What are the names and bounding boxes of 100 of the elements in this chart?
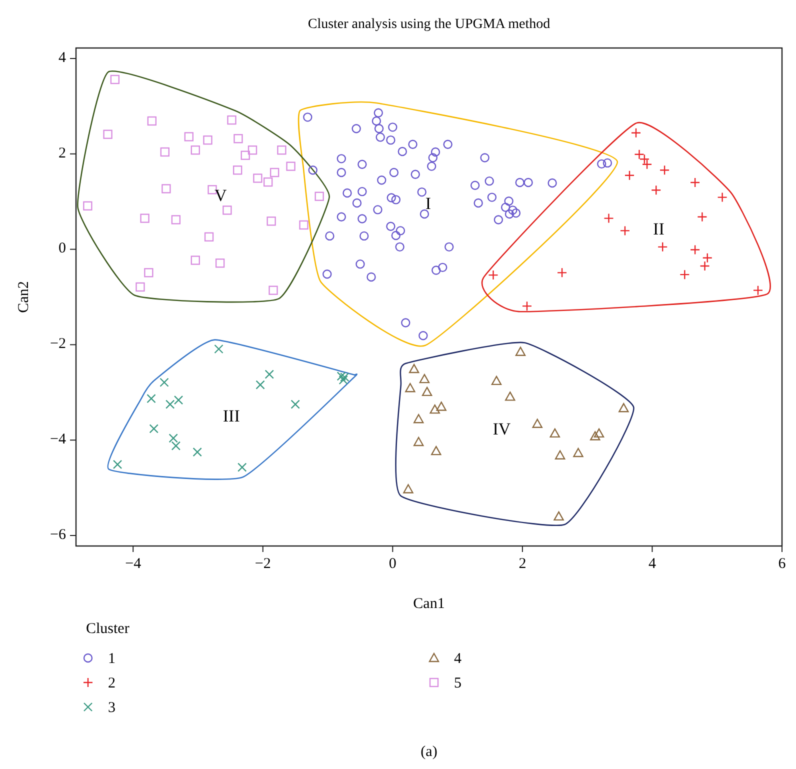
point (405, 383, 416, 392)
point (573, 448, 584, 458)
point (436, 402, 446, 411)
point (414, 436, 424, 446)
point (147, 116, 157, 126)
point (184, 132, 194, 142)
point (690, 177, 700, 188)
x-axis-title: Can1 (413, 596, 445, 612)
point (214, 344, 224, 354)
point (238, 462, 247, 472)
point (268, 286, 278, 295)
annotation: V (214, 186, 228, 205)
point (532, 418, 542, 428)
point (240, 150, 250, 160)
point (658, 242, 668, 252)
point (162, 184, 171, 194)
point (697, 212, 708, 222)
point (103, 130, 112, 139)
point (340, 372, 350, 382)
point (190, 256, 200, 265)
y-tick-label: −2 (50, 336, 66, 352)
x-tick-label: 6 (778, 556, 786, 572)
point (594, 428, 604, 438)
point (149, 424, 158, 434)
point (174, 395, 184, 405)
point (248, 145, 258, 155)
point (752, 285, 764, 296)
point (419, 374, 430, 384)
point (604, 213, 614, 224)
point (160, 147, 170, 157)
point (286, 162, 296, 171)
point (431, 446, 442, 456)
point (171, 215, 181, 224)
legend-label: 4 (454, 651, 462, 667)
point (83, 201, 92, 210)
point (624, 170, 635, 180)
point (146, 394, 156, 404)
point (256, 380, 265, 390)
y-tick-label: 0 (58, 240, 66, 257)
point (717, 192, 728, 202)
point (192, 447, 202, 457)
point (222, 206, 232, 215)
point (702, 252, 712, 263)
point (264, 370, 274, 379)
point (700, 260, 710, 272)
point (234, 134, 243, 144)
point (112, 460, 122, 470)
point (290, 400, 300, 409)
point (336, 372, 346, 381)
x-tick-label: 4 (648, 556, 656, 572)
annotation: II (653, 219, 665, 238)
point (144, 268, 154, 278)
point (550, 428, 560, 438)
point (430, 404, 440, 414)
point (659, 165, 670, 176)
y-tick-label: 4 (58, 50, 66, 66)
point (160, 378, 169, 387)
y-tick-label: −6 (50, 526, 66, 543)
point (165, 400, 175, 409)
point (414, 414, 424, 424)
point (203, 135, 212, 145)
point (168, 434, 178, 443)
y-tick-label: −4 (50, 432, 66, 448)
point (690, 244, 700, 255)
point (554, 511, 564, 521)
legend-label: 1 (108, 651, 116, 667)
point (110, 74, 120, 84)
point (314, 192, 324, 201)
point (488, 270, 498, 280)
point (422, 386, 432, 396)
annotation: I (425, 194, 432, 213)
point (215, 258, 225, 268)
point (630, 128, 642, 138)
point (277, 145, 286, 155)
legend-label: 5 (454, 676, 462, 692)
point (190, 145, 200, 155)
point (263, 177, 273, 187)
x-tick-label: −2 (254, 556, 271, 572)
point (232, 166, 242, 175)
point (491, 376, 502, 386)
point (556, 268, 568, 278)
point (299, 220, 308, 230)
point (253, 174, 262, 183)
text: (a) (420, 744, 438, 760)
point (204, 232, 214, 242)
point (590, 431, 600, 440)
annotation: IV (492, 420, 512, 439)
point (140, 214, 150, 223)
point (505, 392, 516, 401)
legend-label: 2 (108, 676, 116, 692)
point (171, 441, 181, 450)
annotation: III (222, 406, 240, 426)
point (522, 300, 532, 312)
x-tick-label: 2 (518, 556, 526, 572)
point (403, 484, 414, 494)
point (338, 375, 348, 385)
point (618, 403, 629, 412)
x-tick-label: 0 (388, 556, 396, 572)
point (270, 168, 280, 178)
point (680, 269, 690, 280)
